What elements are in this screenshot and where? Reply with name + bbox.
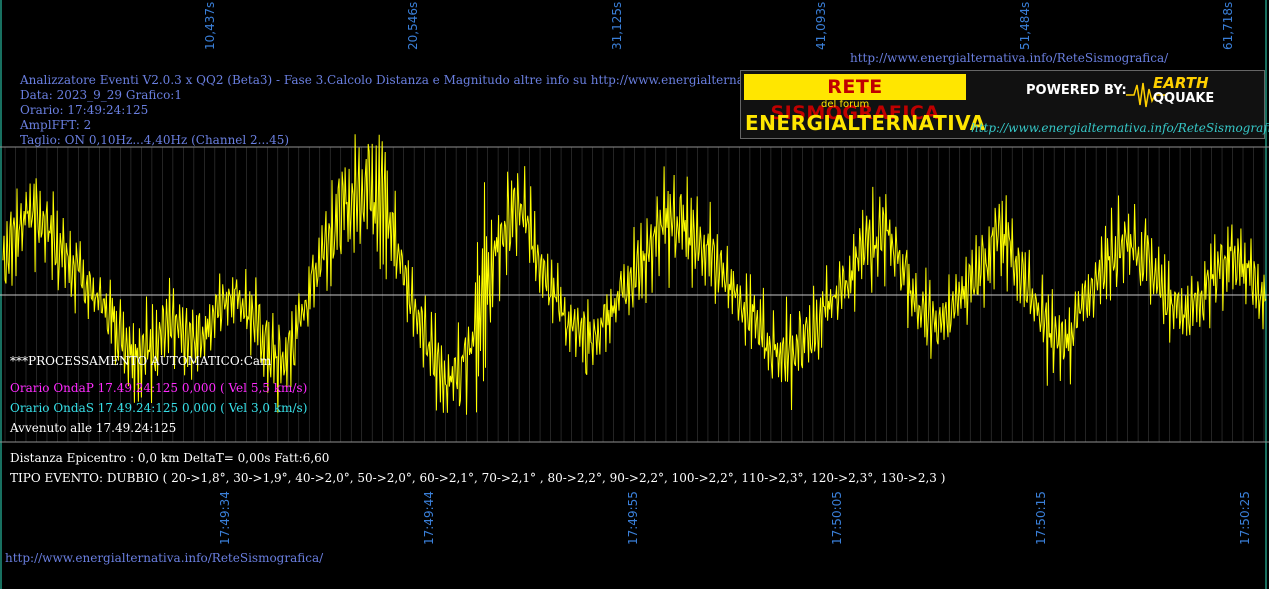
header-title: Analizzatore Eventi V2.0.3 x QQ2 (Beta3)…: [20, 73, 856, 87]
top-url-link[interactable]: http://www.energialternativa.info/ReteSi…: [850, 51, 1169, 65]
top-tick-label: 51,484s: [1018, 1, 1032, 50]
seismic-wave-icon: [1126, 82, 1166, 108]
bottom-tick-label: 17:49:34: [218, 491, 232, 545]
bottom-tick-label: 17:50:25: [1238, 491, 1252, 545]
header-filter: Taglio: ON 0,10Hz...4,40Hz (Channel 2...…: [20, 133, 290, 147]
logo-brand: ENERGIALTERNATIVA: [745, 111, 986, 135]
logo-title: RETE SISMOGRAFICA: [744, 74, 966, 124]
logo-quake: QQUAKE: [1153, 91, 1215, 106]
epicenter-distance: Distanza Epicentro : 0,0 km DeltaT= 0,00…: [10, 451, 330, 465]
top-tick-label: 41,093s: [814, 1, 828, 50]
onda-p-time: Orario OndaP 17.49.24:125 0,000 ( Vel 5,…: [10, 381, 308, 395]
header-date: Data: 2023_9_29 Grafico:1: [20, 88, 182, 102]
bottom-tick-label: 17:50:05: [830, 491, 844, 545]
top-tick-label: 10,437s: [203, 1, 217, 50]
processing-title: ***PROCESSAMENTO AUTOMATICO:Cam: [10, 354, 272, 368]
top-tick-label: 31,125s: [610, 1, 624, 50]
seismic-trace: [2, 134, 1267, 415]
top-tick-label: 61,718s: [1221, 1, 1235, 50]
bottom-tick-label: 17:49:55: [626, 491, 640, 545]
logo-url[interactable]: http://www.energialternativa.info/ReteSi…: [971, 121, 1269, 135]
event-time: Avvenuto alle 17.49.24:125: [10, 421, 177, 435]
onda-s-time: Orario OndaS 17.49.24:125 0,000 ( Vel 3,…: [10, 401, 308, 415]
bottom-url-link[interactable]: http://www.energialternativa.info/ReteSi…: [5, 551, 324, 565]
trace-line: [2, 134, 1267, 415]
bottom-tick-label: 17:49:44: [422, 491, 436, 545]
event-type: TIPO EVENTO: DUBBIO ( 20->1,8°, 30->1,9°…: [10, 471, 946, 485]
rete-sismografica-logo: RETE SISMOGRAFICA del forum ENERGIALTERN…: [740, 70, 1269, 139]
header-amplfft: AmplFFT: 2: [20, 118, 92, 132]
logo-powered-by: POWERED BY:: [1026, 83, 1127, 98]
logo-subtitle: del forum: [821, 99, 870, 110]
header-time: Orario: 17:49:24:125: [20, 103, 149, 117]
logo-earth: EARTH: [1153, 74, 1209, 92]
top-tick-label: 20,546s: [406, 1, 420, 50]
bottom-tick-label: 17:50:15: [1034, 491, 1048, 545]
